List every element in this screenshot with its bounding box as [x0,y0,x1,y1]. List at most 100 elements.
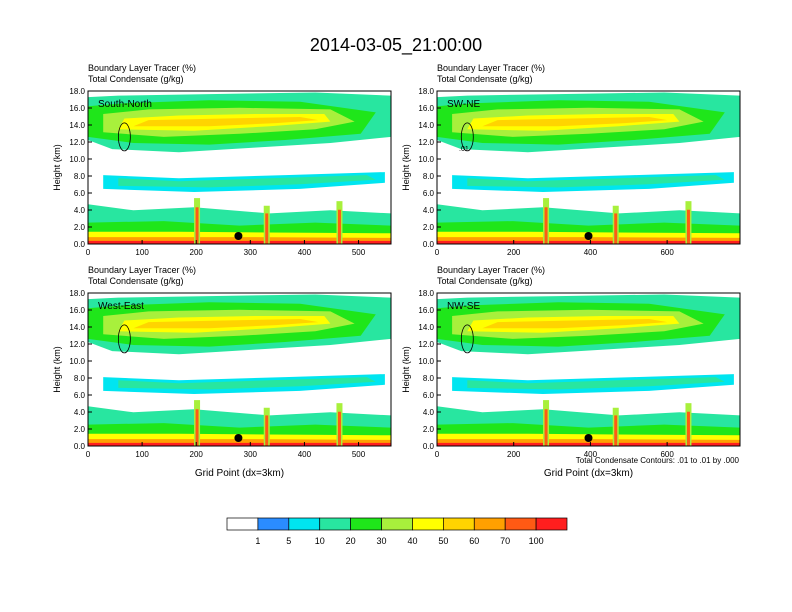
condensate-contour [460,122,474,152]
field [88,91,391,244]
y-tick-label: 18.0 [418,87,434,96]
x-tick-label: 0 [435,450,440,459]
panel-title-line1: Boundary Layer Tracer (%) [437,63,545,73]
panel-title-line1: Boundary Layer Tracer (%) [88,63,196,73]
y-tick-label: 12.0 [69,340,85,349]
field-layer [118,175,376,188]
y-tick-label: 0.0 [74,442,86,451]
convective-core [265,415,269,446]
y-tick-label: 10.0 [418,357,434,366]
colorbar-label: 50 [438,536,448,546]
x-tick-label: 300 [244,450,258,459]
field-layer [88,442,391,446]
convective-core [686,411,690,446]
y-tick-label: 18.0 [418,289,434,298]
x-tick-label: 600 [660,248,674,257]
panel-frame [87,292,392,447]
y-tick-label: 12.0 [418,340,434,349]
colorbar-swatch [443,517,475,531]
condensate-contour [117,324,131,354]
x-tick-label: 500 [352,248,366,257]
field-layer [437,240,740,244]
colorbar-swatch [504,517,537,531]
panel-nw-se: 0.0 2.0 4.0 6.0 8.0 10.0 12.0 14.0 16.0 18.0 0 200 4… [401,265,741,479]
field-layer [118,377,376,390]
colorbar-label: 70 [500,536,510,546]
y-axis-label: Height (km) [401,346,411,393]
convective-core [337,209,341,244]
y-tick-label: 6.0 [423,391,435,400]
panel-label: NW-SE [447,301,480,312]
x-tick-label: 200 [190,248,204,257]
y-tick-label: 16.0 [69,306,85,315]
x-tick-label: 0 [435,248,440,257]
field-layer [437,442,740,446]
colorbar-label: 100 [529,536,544,546]
y-tick-label: 4.0 [423,206,435,215]
panel-south-north: 0.0 2.0 4.0 6.0 8.0 10.0 12.0 14.0 16.0 18.0 0 100 2… [52,63,392,257]
y-tick-label: 18.0 [69,87,85,96]
x-tick-label: 300 [244,248,258,257]
y-tick-label: 14.0 [418,323,434,332]
condensate-contour [460,324,474,354]
field-layer [88,240,391,244]
convective-core [614,415,618,446]
x-tick-label: 500 [352,450,366,459]
colorbar-swatch [473,517,506,531]
panel-title-line2: Total Condensate (g/kg) [437,276,533,286]
panel-title-line1: Boundary Layer Tracer (%) [437,265,545,275]
location-marker [234,434,243,442]
convective-core [337,411,341,446]
field [88,293,391,446]
y-tick-label: 14.0 [69,323,85,332]
y-tick-label: 16.0 [69,104,85,113]
y-tick-label: 2.0 [74,223,86,232]
y-tick-label: 4.0 [74,408,86,417]
colorbar-label: 30 [377,536,387,546]
y-tick-label: 2.0 [423,425,435,434]
field-layer [467,377,725,390]
x-tick-label: 400 [584,450,598,459]
y-axis-label: Height (km) [52,346,62,393]
panel-title-line2: Total Condensate (g/kg) [437,74,533,84]
x-tick-label: 100 [135,450,149,459]
y-axis-label: Height (km) [401,144,411,191]
y-tick-label: 6.0 [74,391,86,400]
y-tick-label: 18.0 [69,289,85,298]
convective-core [195,207,199,244]
colorbar-label: 1 [255,536,260,546]
location-marker [234,232,243,240]
y-tick-label: 2.0 [423,223,435,232]
convective-core [265,213,269,244]
field-layer [467,175,725,188]
x-tick-label: 400 [584,248,598,257]
y-tick-label: 8.0 [423,374,435,383]
colorbar-label: 5 [286,536,291,546]
colorbar-label: 60 [469,536,479,546]
convective-core [195,409,199,446]
figure-title: 2014-03-05_21:00:00 [310,35,482,56]
y-tick-label: 8.0 [423,172,435,181]
colorbar-label: 20 [346,536,356,546]
panel-label: SW-NE [447,99,480,110]
y-tick-label: 10.0 [69,357,85,366]
colorbar-label: 40 [407,536,417,546]
convective-core [544,409,548,446]
y-tick-label: 8.0 [74,172,86,181]
panel-title-line2: Total Condensate (g/kg) [88,276,184,286]
field-layer [482,319,668,329]
y-tick-label: 2.0 [74,425,86,434]
field-layer [133,117,319,127]
colorbar-swatch [319,517,351,531]
convective-core [544,207,548,244]
x-tick-label: 600 [660,450,674,459]
colorbar-label: 10 [315,536,325,546]
y-tick-label: 6.0 [423,189,435,198]
x-axis-label: Grid Point (dx=3km) [544,468,633,479]
panel-frame [436,90,741,245]
y-tick-label: 16.0 [418,104,434,113]
y-tick-label: 8.0 [74,374,86,383]
y-tick-label: 4.0 [74,206,86,215]
field [437,91,740,244]
condensate-contour [117,122,131,152]
